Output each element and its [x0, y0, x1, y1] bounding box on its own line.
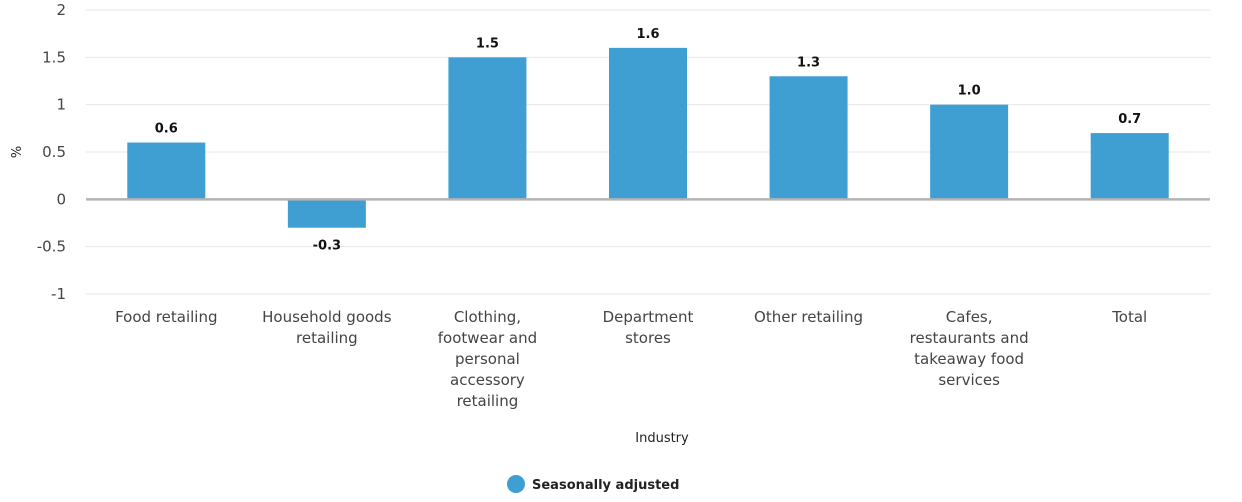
- x-category-label-line: Total: [1111, 308, 1147, 326]
- x-axis-title: Industry: [635, 431, 689, 446]
- y-tick-label: 1: [56, 96, 66, 114]
- x-category-label-line: Food retailing: [115, 308, 217, 326]
- x-category-label-line: services: [938, 371, 1000, 389]
- data-label: 1.3: [797, 55, 820, 70]
- bar[interactable]: [127, 142, 206, 200]
- bar[interactable]: [609, 47, 687, 200]
- data-label: 1.6: [636, 27, 659, 42]
- y-tick-label: 0: [56, 190, 66, 208]
- data-label: 0.6: [155, 122, 178, 137]
- y-tick-label: 1.5: [42, 48, 66, 66]
- data-labels: 0.6 -0.3 1.5 1.6 1.3 1.0 0.7: [155, 27, 1141, 254]
- legend-label: Seasonally adjusted: [532, 478, 679, 493]
- x-category-label: Total: [1111, 308, 1147, 326]
- x-category-label-line: Household goods: [262, 308, 392, 326]
- bar[interactable]: [287, 199, 366, 228]
- y-axis-title: %: [10, 146, 25, 158]
- data-label: 1.5: [476, 36, 499, 51]
- x-axis-category-labels: Food retailing Household goods retailingCl…: [115, 308, 1147, 410]
- bar[interactable]: [769, 76, 848, 200]
- x-category-label: Household goods retailing: [262, 308, 392, 347]
- x-category-label-line: personal: [455, 350, 520, 368]
- y-tick-label: 2: [56, 1, 66, 19]
- x-category-label-line: Other retailing: [754, 308, 863, 326]
- bar[interactable]: [1090, 133, 1169, 200]
- y-tick-label: -1: [51, 285, 66, 303]
- data-label: 1.0: [958, 84, 981, 99]
- bar[interactable]: [448, 57, 527, 200]
- x-category-label-line: accessory: [450, 371, 525, 389]
- x-category-label-line: retailing: [296, 329, 358, 347]
- x-category-label-line: footwear and: [438, 329, 537, 347]
- legend[interactable]: Seasonally adjusted: [507, 475, 679, 493]
- data-label: 0.7: [1118, 112, 1141, 127]
- x-category-label-line: stores: [625, 329, 671, 347]
- x-category-label: Cafes, restaurants and takeaway food servic…: [910, 308, 1029, 389]
- x-category-label-line: restaurants and: [910, 329, 1029, 347]
- x-category-label-line: Department: [603, 308, 694, 326]
- y-axis-ticks: 2 1.5 1 0.5 0 -0.5 -1: [37, 1, 66, 303]
- x-category-label-line: retailing: [457, 392, 519, 410]
- x-category-label-line: Cafes,: [946, 308, 993, 326]
- x-category-label: Other retailing: [754, 308, 863, 326]
- y-tick-label: -0.5: [37, 238, 66, 256]
- bars: [127, 47, 1169, 228]
- x-category-label: Food retailing: [115, 308, 217, 326]
- x-category-label: Department stores: [603, 308, 694, 347]
- bar[interactable]: [930, 104, 1009, 200]
- data-label: -0.3: [313, 239, 341, 254]
- x-category-label: Clothing, footwear and personal accessory re…: [438, 308, 537, 410]
- x-category-label-line: takeaway food: [914, 350, 1024, 368]
- x-category-label-line: Clothing,: [454, 308, 521, 326]
- y-tick-label: 0.5: [42, 143, 66, 161]
- legend-marker: [507, 475, 525, 493]
